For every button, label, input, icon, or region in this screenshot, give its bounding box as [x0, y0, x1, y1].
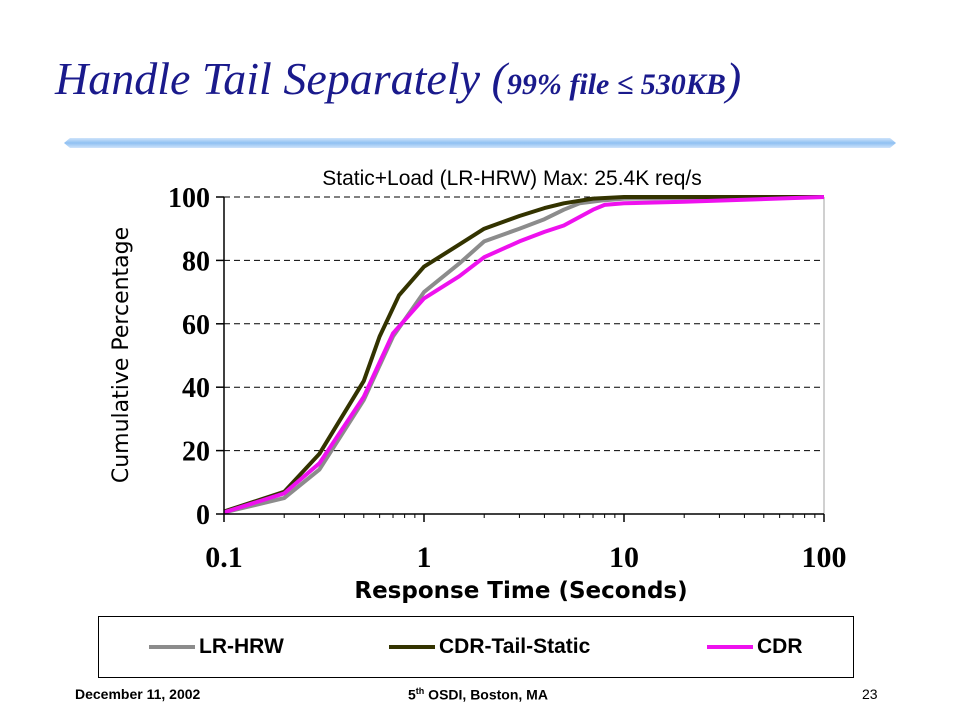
title-subtitle: 99% file ≤ 530KB: [506, 68, 726, 101]
legend-item-cdr: CDR: [707, 635, 803, 659]
y-tick-label-100: 100: [168, 183, 210, 214]
y-tick-label-20: 20: [182, 437, 210, 468]
x-tick-label-0-1: 0.1: [205, 541, 243, 574]
series-lines: [223, 195, 825, 515]
y-tick-label-40: 40: [182, 373, 210, 404]
slide-title: Handle Tail Separately (99% file ≤ 530KB…: [55, 52, 741, 105]
legend-item-cdr-tail-static: CDR-Tail-Static: [389, 635, 590, 659]
x-tick-label-100: 100: [802, 541, 847, 574]
series-line-cdr-tail-static: [223, 195, 824, 514]
chart-title: Static+Load (LR-HRW) Max: 25.4K req/s: [322, 167, 702, 190]
footer-venue-prefix: 5: [408, 686, 416, 703]
title-underline: [64, 138, 896, 148]
series-line-cdr: [223, 195, 825, 515]
y-tick-label-60: 60: [182, 310, 210, 341]
title-close: ): [725, 53, 742, 104]
footer-venue-sup: th: [415, 686, 425, 696]
legend-item-lr-hrw: LR-HRW: [149, 635, 284, 659]
grid-lines: [224, 196, 825, 514]
legend-swatch-cdr-tail-static: [389, 645, 435, 649]
footer-venue-rest: OSDI, Boston, MA: [424, 686, 548, 703]
y-tick-label-80: 80: [182, 246, 210, 277]
y-tick-label-0: 0: [196, 500, 210, 531]
legend-label-lr-hrw: LR-HRW: [199, 635, 284, 658]
x-axis-label: Response Time (Seconds): [354, 578, 687, 604]
chart-legend: LR-HRW CDR-Tail-Static CDR: [98, 616, 854, 678]
response-time-chart: 0 20 40 60 80 100 0.1 1 10 100 Static+Load (LR-HR…: [109, 167, 847, 604]
title-main: Handle Tail Separately (: [55, 53, 507, 104]
axes: 0 20 40 60 80 100 0.1 1 10 100: [168, 183, 847, 574]
y-axis-label: Cumulative Percentage: [109, 227, 134, 483]
legend-swatch-lr-hrw: [149, 645, 195, 649]
legend-label-cdr-tail-static: CDR-Tail-Static: [439, 635, 591, 658]
series-line-lr-hrw: [223, 195, 825, 515]
axis-labels: Static+Load (LR-HRW) Max: 25.4K req/s Re…: [109, 167, 702, 604]
page-number: 23: [862, 686, 878, 702]
x-tick-label-1: 1: [417, 541, 432, 574]
x-tick-label-10: 10: [609, 541, 639, 574]
footer-venue: 5th OSDI, Boston, MA: [408, 686, 548, 703]
legend-swatch-cdr: [707, 645, 753, 649]
legend-label-cdr: CDR: [757, 635, 803, 658]
footer-date: December 11, 2002: [75, 686, 201, 702]
